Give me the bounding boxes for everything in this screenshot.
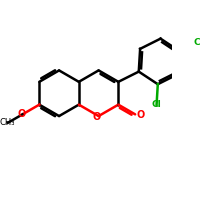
Text: O: O (137, 110, 145, 120)
Text: Cl: Cl (152, 100, 161, 109)
Text: Cl: Cl (193, 38, 200, 47)
Text: O: O (18, 109, 26, 119)
Text: CH₃: CH₃ (0, 118, 15, 127)
Text: O: O (93, 112, 101, 122)
